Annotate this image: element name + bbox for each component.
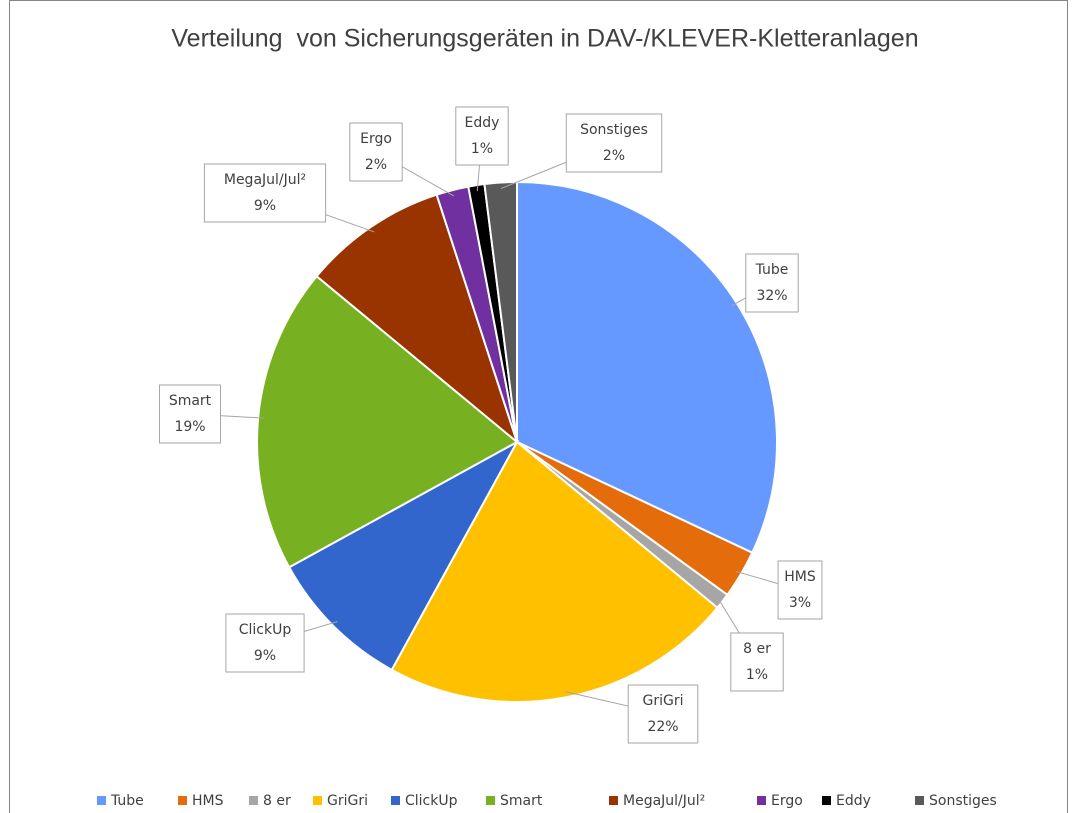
data-label-value: 1%	[471, 141, 493, 157]
legend-swatch	[757, 796, 766, 805]
legend-swatch	[609, 796, 618, 805]
legend-label: GriGri	[327, 793, 368, 809]
data-label-name: Tube	[755, 262, 789, 278]
legend-swatch	[486, 796, 495, 805]
data-label-name: ClickUp	[239, 622, 292, 638]
data-label-value: 32%	[756, 288, 787, 304]
data-label-name: 8 er	[743, 641, 771, 657]
data-label-box	[349, 122, 403, 182]
legend-label: Tube	[110, 793, 144, 809]
data-label-value: 2%	[365, 157, 387, 173]
data-label-value: 1%	[746, 667, 768, 683]
legend-swatch	[313, 796, 322, 805]
data-label-box	[745, 253, 799, 313]
data-label-value: 3%	[789, 595, 811, 611]
data-label-box	[730, 632, 784, 692]
data-label-box	[455, 106, 509, 166]
pie-slice	[390, 440, 719, 703]
data-label-name: Ergo	[360, 131, 392, 147]
data-label-value: 9%	[254, 648, 276, 664]
legend-label: Eddy	[836, 793, 871, 809]
legend-swatch	[249, 796, 258, 805]
data-label-name: Eddy	[465, 115, 500, 131]
data-label-value: 9%	[254, 198, 276, 214]
data-label-box	[627, 684, 699, 744]
pie-slice	[315, 193, 520, 445]
data-label-box	[565, 113, 663, 173]
data-label-box	[159, 384, 221, 444]
legend-label: ClickUp	[405, 793, 458, 809]
legend-label: MegaJul/Jul²	[623, 793, 705, 809]
data-label-value: 2%	[603, 148, 625, 164]
chart-title: Verteilung von Sicherungsgeräten in DAV-…	[171, 25, 918, 53]
pie-slice	[287, 439, 520, 672]
data-label-box	[203, 163, 327, 223]
data-label-name: HMS	[784, 569, 816, 585]
legend-swatch	[178, 796, 187, 805]
data-label-name: Sonstiges	[580, 122, 648, 138]
data-label-value: 22%	[647, 719, 678, 735]
data-label-name: MegaJul/Jul²	[224, 172, 306, 188]
legend-swatch	[391, 796, 400, 805]
legend-label: HMS	[192, 793, 224, 809]
data-label-box	[225, 613, 305, 673]
data-label-value: 19%	[174, 419, 205, 435]
legend-swatch	[915, 796, 924, 805]
legend-label: Sonstiges	[929, 793, 997, 809]
legend-swatch	[97, 796, 106, 805]
legend-swatch	[822, 796, 831, 805]
data-label-box	[777, 560, 823, 620]
legend-label: Ergo	[771, 793, 803, 809]
data-label-name: GriGri	[643, 693, 684, 709]
legend-label: 8 er	[263, 793, 291, 809]
data-label-name: Smart	[169, 393, 212, 409]
legend-label: Smart	[500, 793, 543, 809]
